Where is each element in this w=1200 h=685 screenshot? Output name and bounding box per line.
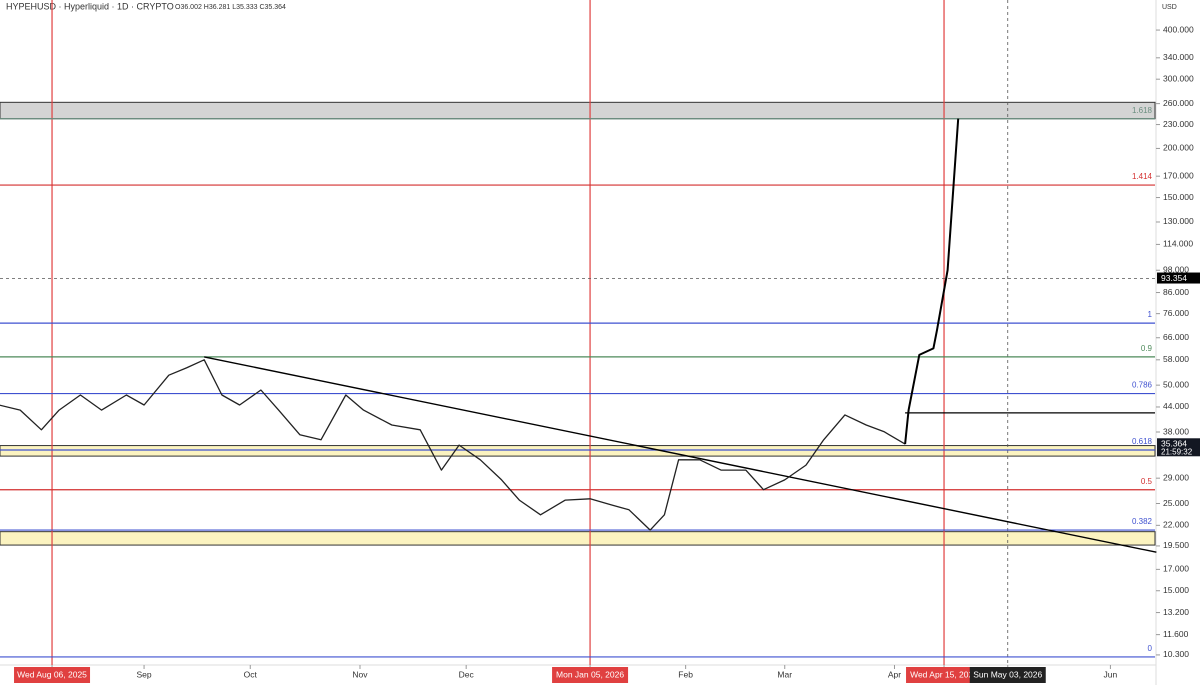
x-tick-label: Sep	[137, 669, 152, 679]
ohlc: O36.002 H36.281 L35.333 C35.364	[175, 4, 286, 11]
y-tick-label: 170.000	[1163, 170, 1194, 180]
price-label-box	[1157, 272, 1200, 284]
fib-label: 0.5	[1141, 477, 1153, 486]
x-tick-label: Mon Jan 05, 2026	[556, 669, 624, 679]
y-tick-label: 150.000	[1163, 192, 1194, 202]
y-tick-label: 50.000	[1163, 379, 1189, 389]
y-tick-label: 230.000	[1163, 119, 1194, 129]
y-tick-label: 15.000	[1163, 585, 1189, 595]
trendline	[204, 356, 1157, 553]
price-line	[0, 359, 906, 531]
y-tick-label: 400.000	[1163, 24, 1194, 34]
fib-label: 0.9	[1141, 344, 1153, 353]
x-label-box	[14, 667, 91, 683]
x-tick-label: Sun May 03, 2026	[973, 669, 1042, 679]
fib-label: 0.618	[1132, 437, 1153, 446]
x-tick-label: Wed Apr 15, 2026	[910, 669, 978, 679]
symbol: HYPEHUSD · Hyperliquid · 1D · CRYPTO	[6, 1, 174, 11]
x-tick-label: Wed Aug 06, 2025	[17, 669, 87, 679]
fib-label: 0.382	[1132, 517, 1153, 526]
y-tick-label: 98.000	[1163, 264, 1189, 274]
y-tick-label: 114.000	[1163, 239, 1193, 249]
price-label: 35.364	[1161, 439, 1187, 449]
x-tick-label: Jun	[1104, 669, 1118, 679]
fib-label: 1	[1148, 310, 1153, 319]
x-label-box	[906, 667, 983, 683]
y-tick-label: 25.000	[1163, 498, 1189, 508]
zone	[0, 445, 1156, 457]
y-tick-label: 17.000	[1163, 564, 1189, 574]
y-tick-label: 66.000	[1163, 332, 1189, 342]
y-tick-label: 38.000	[1163, 426, 1189, 436]
zone	[0, 101, 1156, 120]
zone	[0, 531, 1156, 546]
x-tick-label: Oct	[244, 669, 258, 679]
fib-label: 1.414	[1132, 172, 1153, 181]
x-tick-label: Nov	[352, 669, 368, 679]
price-label: 93.354	[1161, 273, 1187, 283]
y-tick-label: 22.000	[1163, 520, 1189, 530]
y-tick-label: 300.000	[1163, 73, 1194, 83]
price-label-box	[1157, 438, 1200, 457]
x-label-box	[552, 667, 629, 683]
y-tick-label: 44.000	[1163, 401, 1189, 411]
y-tick-label: 260.000	[1163, 98, 1194, 108]
fib-label: 0.786	[1132, 381, 1153, 390]
x-tick-label: Mar	[777, 669, 792, 679]
x-label-box	[969, 667, 1046, 683]
y-tick-label: 19.500	[1163, 540, 1189, 550]
fib-label: 0	[1148, 644, 1153, 653]
y-tick-label: 13.200	[1163, 607, 1189, 617]
fib-label: 1.618	[1132, 106, 1153, 115]
countdown: 21:59:32	[1161, 447, 1193, 456]
currency: USD	[1162, 4, 1177, 11]
y-tick-label: 76.000	[1163, 308, 1189, 318]
x-tick-label: Feb	[678, 669, 693, 679]
y-tick-label: 11.600	[1163, 629, 1189, 639]
y-tick-label: 130.000	[1163, 216, 1194, 226]
projection-line	[904, 118, 960, 445]
y-tick-label: 29.000	[1163, 472, 1189, 482]
y-tick-label: 58.000	[1163, 354, 1189, 364]
x-tick-label: Apr	[888, 669, 901, 679]
y-tick-label: 86.000	[1163, 287, 1189, 297]
y-tick-label: 340.000	[1163, 52, 1194, 62]
y-tick-label: 200.000	[1163, 143, 1194, 153]
y-tick-label: 10.300	[1163, 649, 1189, 659]
x-tick-label: Dec	[459, 669, 475, 679]
